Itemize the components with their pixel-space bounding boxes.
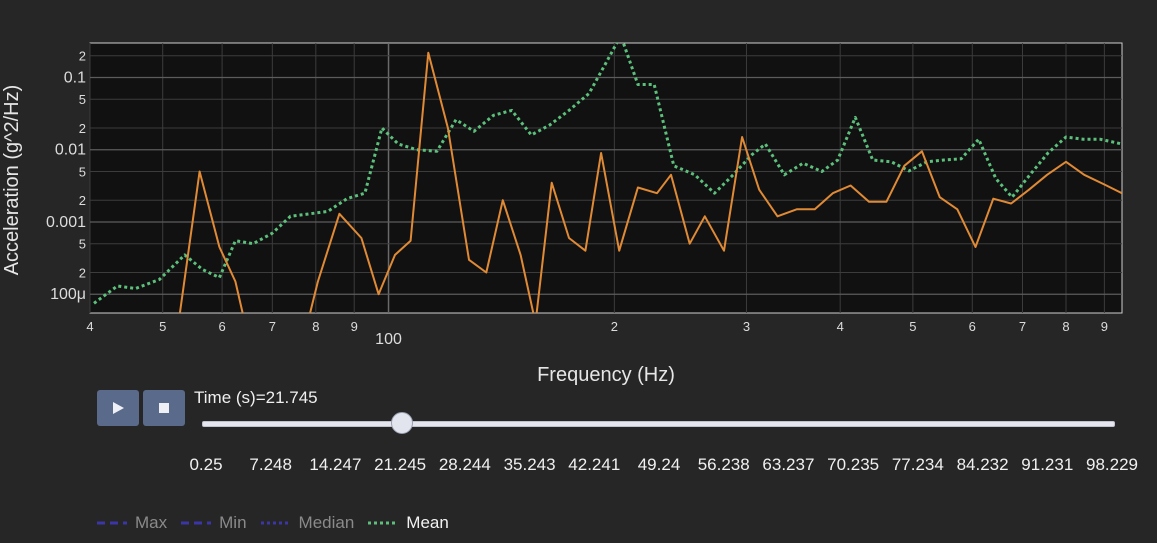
legend-label: Median xyxy=(298,513,355,532)
x-tick-label: 6 xyxy=(218,319,225,334)
slider-step-label[interactable]: 63.237 xyxy=(762,455,815,474)
x-tick-label: 3 xyxy=(743,319,750,334)
stop-icon xyxy=(159,403,169,413)
x-axis-title: Frequency (Hz) xyxy=(537,364,675,386)
y-tick-label: 0.001 xyxy=(46,214,86,231)
x-tick-label: 5 xyxy=(159,319,166,334)
time-slider-track[interactable] xyxy=(202,421,1115,427)
x-tick-label: 7 xyxy=(1019,319,1026,334)
x-tick-label: 9 xyxy=(351,319,358,334)
y-axis-title: Acceleration (g^2/Hz) xyxy=(1,85,23,276)
legend-label: Mean xyxy=(406,513,449,532)
y-tick-label: 5 xyxy=(79,237,86,252)
y-tick-label: 2 xyxy=(79,121,86,136)
legend-swatch xyxy=(181,521,212,525)
slider-step-labels: 0.25 7.248 14.247 21.245 28.244 35.243 42.241 4… xyxy=(0,455,1157,475)
slider-step-label[interactable]: 28.244 xyxy=(438,455,491,474)
series-layer xyxy=(93,43,1122,313)
slider-step-label[interactable]: 77.234 xyxy=(891,455,944,474)
slider-step-label[interactable]: 7.248 xyxy=(249,455,292,474)
slider-step-label[interactable]: 98.229 xyxy=(1086,455,1138,474)
x-tick-label: 100 xyxy=(375,331,402,348)
legend: Max Min Median Mean xyxy=(97,513,449,533)
slider-step-label[interactable]: 91.231 xyxy=(1021,455,1074,474)
x-tick-label: 8 xyxy=(312,319,319,334)
y-tick-label: 2 xyxy=(79,193,86,208)
y-tick-label: 5 xyxy=(79,92,86,107)
y-tick-label: 0.01 xyxy=(55,142,86,159)
x-tick-label: 4 xyxy=(86,319,93,334)
legend-swatch xyxy=(368,521,399,525)
play-icon xyxy=(113,402,124,414)
y-tick-label: 0.1 xyxy=(64,69,86,86)
legend-label: Min xyxy=(219,513,247,532)
legend-swatch xyxy=(97,521,127,525)
stop-button[interactable] xyxy=(143,390,185,426)
x-tick-label: 2 xyxy=(611,319,618,334)
x-tick-label: 9 xyxy=(1101,319,1108,334)
legend-swatch xyxy=(260,521,291,525)
slider-step-label[interactable]: 84.232 xyxy=(956,455,1009,474)
slider-step-label[interactable]: 70.235 xyxy=(827,455,880,474)
x-tick-label: 6 xyxy=(969,319,976,334)
y-tick-label: 100μ xyxy=(50,286,86,303)
psd-chart: 4 5 6 7 8 9 100 2 3 4 5 6 7 8 9 100μ 2 5 0.001 2 5 0.01 2 5 0.1 2… xyxy=(1,42,1123,386)
slider-step-label[interactable]: 42.241 xyxy=(568,455,621,474)
x-tick-label: 7 xyxy=(269,319,276,334)
slider-step-label[interactable]: 56.238 xyxy=(697,455,750,474)
y-tick-label: 2 xyxy=(79,49,86,64)
legend-item-min[interactable]: Min xyxy=(181,513,247,533)
legend-item-mean[interactable]: Mean xyxy=(368,513,449,533)
tick-labels: 4 5 6 7 8 9 100 2 3 4 5 6 7 8 9 100μ 2 5 0.001 2 5 0.01 2 5 0.1 2 xyxy=(46,49,1108,348)
legend-label: Max xyxy=(135,513,168,532)
legend-item-max[interactable]: Max xyxy=(97,513,167,533)
slider-step-label[interactable]: 49.24 xyxy=(637,455,681,474)
x-tick-label: 5 xyxy=(909,319,916,334)
x-tick-label: 8 xyxy=(1062,319,1069,334)
slider-step-label[interactable]: 14.247 xyxy=(309,455,362,474)
y-tick-label: 2 xyxy=(79,265,86,280)
slider-step-label[interactable]: 0.25 xyxy=(189,455,223,474)
animation-controls xyxy=(97,390,185,426)
play-button[interactable] xyxy=(97,390,139,426)
series-line-current xyxy=(178,51,1122,313)
time-label: Time (s)=21.745 xyxy=(194,388,318,407)
slider-step-label[interactable]: 21.245 xyxy=(374,455,427,474)
legend-item-median[interactable]: Median xyxy=(260,513,355,533)
series-line-mean xyxy=(93,43,1122,305)
x-tick-label: 4 xyxy=(837,319,844,334)
time-slider-handle[interactable] xyxy=(391,412,413,434)
slider-step-label[interactable]: 35.243 xyxy=(503,455,556,474)
y-tick-label: 5 xyxy=(79,164,86,179)
